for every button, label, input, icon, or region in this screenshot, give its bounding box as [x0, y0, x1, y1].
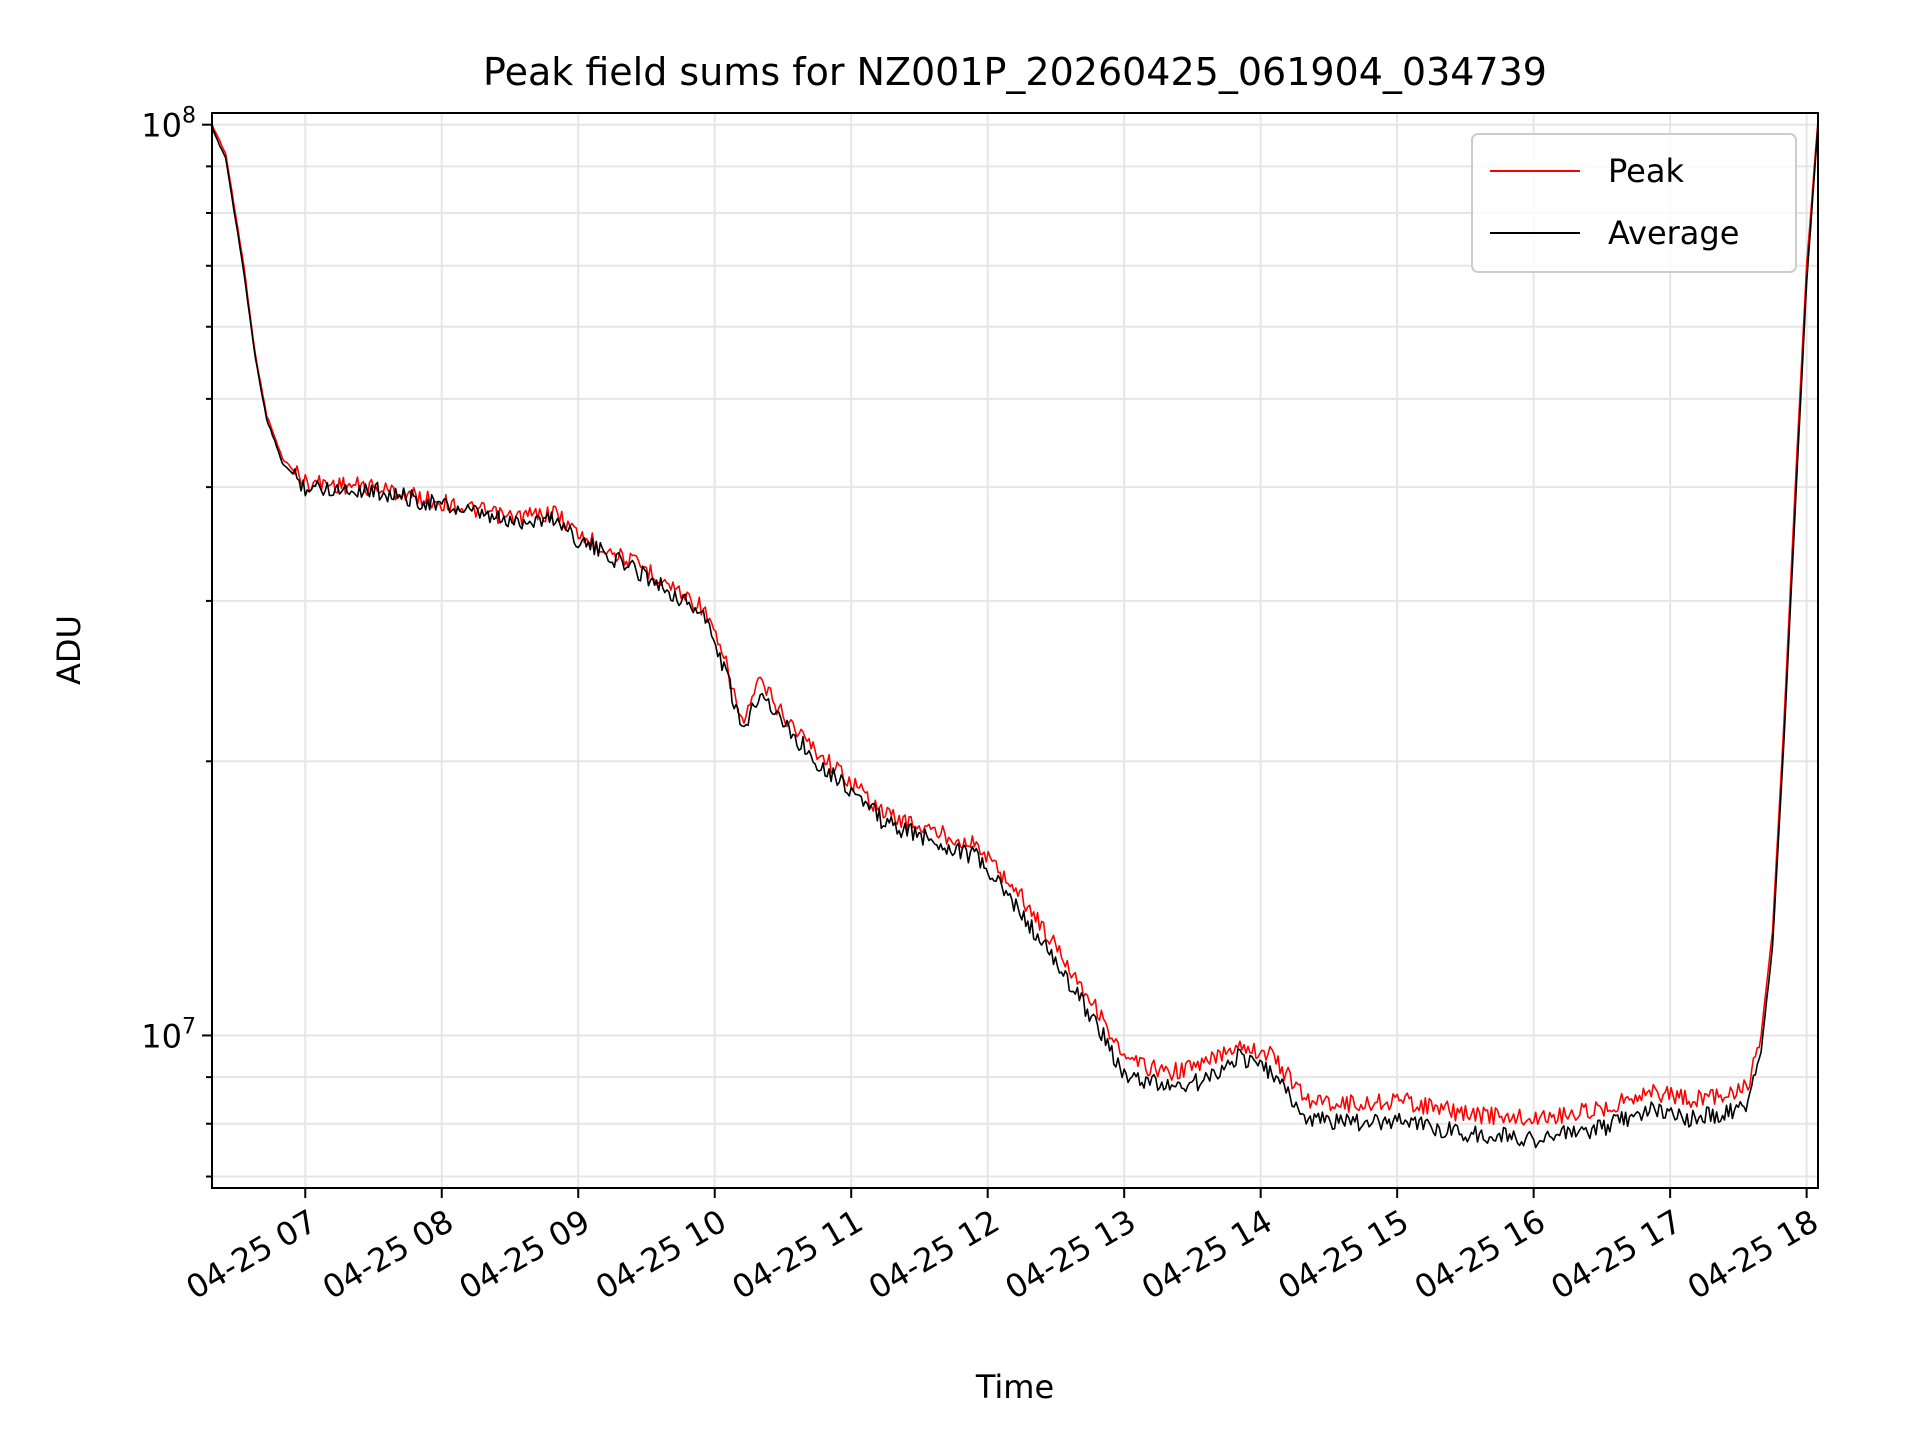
series-line-peak: [211, 120, 1819, 1126]
y-axis-label: ADU: [50, 615, 88, 685]
legend-label-peak: Peak: [1608, 152, 1684, 190]
legend: Peak Average: [1471, 133, 1797, 273]
legend-label-average: Average: [1608, 214, 1739, 252]
y-tick-label-base: 10: [141, 107, 182, 145]
y-tick-label: 107: [141, 1014, 196, 1055]
plot-frame: [211, 112, 1819, 1189]
series-line-average: [211, 124, 1819, 1149]
y-tick-label-exponent: 7: [182, 1014, 196, 1039]
chart-title: Peak field sums for NZ001P_20260425_0619…: [483, 50, 1547, 94]
series-layer: [211, 120, 1819, 1149]
y-tick-label-exponent: 8: [182, 104, 196, 129]
x-axis-label: Time: [975, 1368, 1054, 1406]
y-tick-label: 108: [141, 104, 196, 145]
y-tick-label-base: 10: [141, 1017, 182, 1055]
legend-box: [1471, 133, 1797, 273]
